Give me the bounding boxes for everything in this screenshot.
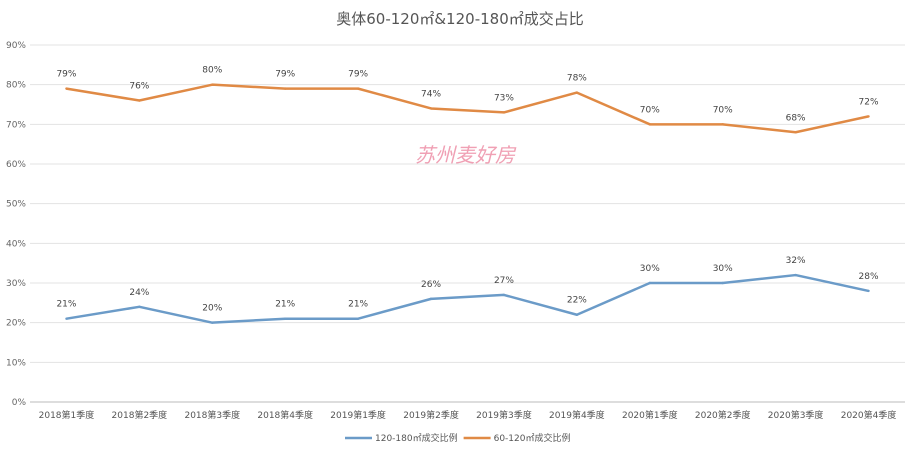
data-point	[211, 83, 214, 86]
data-label: 70%	[713, 105, 733, 115]
data-label: 72%	[859, 97, 879, 107]
series-group: 21%24%20% 21% 21%26% 27%22%30% 30%32%28%79%7…	[56, 66, 879, 324]
data-label: 70%	[640, 105, 660, 115]
data-point	[429, 297, 433, 301]
data-label: 68%	[786, 113, 806, 123]
data-point	[648, 281, 651, 285]
x-tick-label: 2019第2季度	[403, 409, 459, 421]
data-point	[502, 111, 506, 114]
x-tick-label: 2020第3季度	[768, 409, 824, 421]
data-label: 76%	[129, 82, 149, 92]
data-label: 73%	[494, 93, 514, 103]
y-tick-label: 10%	[6, 358, 26, 368]
data-label: 80%	[202, 66, 222, 76]
legend: 120-180㎡成交比例 60-120㎡成交比例	[345, 432, 571, 444]
x-tick-label: 2019第3季度	[476, 409, 532, 421]
data-label: 20%	[202, 304, 222, 314]
chart-title: 奥体60-120㎡&120-180㎡成交占比	[336, 10, 584, 28]
data-point	[575, 91, 579, 94]
data-label: 30%	[640, 264, 660, 274]
x-tick-label: 2018第2季度	[112, 409, 168, 421]
data-point	[794, 131, 797, 134]
data-point	[429, 107, 433, 110]
y-tick-label: 90%	[6, 41, 26, 51]
data-point	[284, 87, 287, 90]
series-line	[66, 83, 869, 134]
data-label: 27%	[494, 276, 514, 286]
y-tick-label: 60%	[6, 160, 26, 170]
gridlines	[30, 44, 905, 403]
data-label: 22%	[567, 296, 587, 306]
x-tick-label: 2018第1季度	[39, 409, 95, 421]
data-label: 32%	[786, 256, 806, 266]
y-tick-label: 50%	[6, 200, 26, 210]
data-label: 26%	[421, 280, 441, 290]
data-label: 79%	[56, 70, 76, 80]
data-point	[65, 87, 68, 90]
y-tick-label: 80%	[6, 81, 26, 91]
legend-label: 60-120㎡成交比例	[494, 432, 571, 444]
y-tick-label: 0%	[12, 398, 27, 408]
data-point	[721, 281, 724, 285]
data-point	[575, 313, 579, 316]
data-label: 74%	[421, 89, 441, 99]
data-label: 24%	[129, 288, 149, 298]
data-point	[138, 305, 141, 308]
series-1: 79% 76% 80% 79% 79% 74% 73% 78% 70% 70% 68% 72%	[56, 66, 879, 134]
data-label: 78%	[567, 74, 587, 84]
data-label: 21%	[56, 300, 76, 310]
y-tick-label: 30%	[6, 279, 26, 289]
x-tick-label: 2020第1季度	[622, 409, 678, 421]
data-point	[138, 99, 141, 102]
data-label: 30%	[713, 264, 733, 274]
data-label: 79%	[348, 70, 368, 80]
y-tick-label: 70%	[6, 120, 26, 130]
data-point	[356, 87, 360, 90]
x-tick-label: 2019第1季度	[330, 409, 386, 421]
data-point	[356, 317, 360, 320]
y-axis: 0% 10% 20% 30% 40% 50% 60% 70% 80% 90%	[6, 41, 26, 408]
series-line	[66, 273, 869, 324]
x-tick-label: 2018第4季度	[257, 409, 313, 421]
data-point	[502, 293, 506, 297]
data-point	[211, 321, 214, 324]
data-point	[867, 115, 870, 118]
data-label: 79%	[275, 70, 295, 80]
data-label: 21%	[348, 300, 368, 310]
data-point	[721, 123, 724, 126]
data-label: 28%	[859, 272, 879, 282]
x-tick-label: 2019第4季度	[549, 409, 605, 421]
data-label: 21%	[275, 300, 295, 310]
legend-label: 120-180㎡成交比例	[375, 432, 458, 444]
data-point	[284, 317, 287, 320]
y-tick-label: 20%	[6, 319, 26, 329]
watermark: 苏州麦好房	[415, 143, 517, 167]
x-tick-label: 2020第2季度	[695, 409, 751, 421]
data-point	[65, 317, 68, 320]
data-point	[867, 289, 870, 293]
data-point	[794, 273, 797, 277]
data-point	[648, 123, 651, 126]
series-0: 21% 24% 20% 21% 21% 26% 27% 22% 30% 30% 32% 28%	[56, 256, 879, 324]
x-tick-label: 2020第4季度	[841, 409, 897, 421]
y-tick-label: 40%	[6, 239, 26, 249]
x-axis: 2018第1季度 2018第2季度 2018第3季度 2018第4季度 2019第1季度…	[39, 409, 897, 421]
x-tick-label: 2018第3季度	[184, 409, 240, 421]
